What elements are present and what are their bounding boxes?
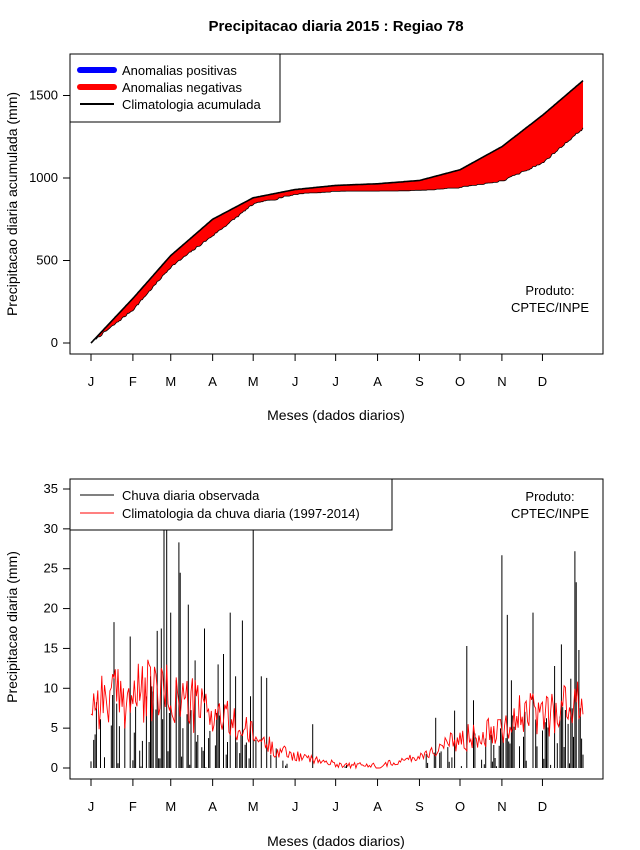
x-tick-label: A (373, 374, 382, 389)
accumulated-panel: 0 500 1000 1500 J F M A M J J A S O N D Meses (dados d… (4, 53, 604, 423)
x-tick-label: S (415, 799, 424, 814)
climatology-accumulated-line (90, 79, 584, 344)
daily-bars-layer (90, 489, 584, 768)
legend-label-observed: Chuva diaria observada (122, 488, 260, 503)
climatology-line-layer (90, 659, 584, 770)
x-tick-label: A (208, 374, 217, 389)
product-label: Produto: (525, 283, 574, 298)
x-tick-label: S (415, 374, 424, 389)
x-tick-label: A (373, 799, 382, 814)
x-tick-label: F (129, 374, 137, 389)
chart-title: Precipitacao diaria 2015 : Regiao 78 (208, 18, 463, 35)
x-tick-label: J (292, 799, 299, 814)
y-tick-label: 20 (44, 601, 58, 616)
x-tick-label: F (129, 799, 137, 814)
x-tick-label: O (455, 374, 465, 389)
y-tick-label: 15 (44, 640, 58, 655)
y-tick-label: 25 (44, 561, 58, 576)
y-tick-label: 1500 (29, 88, 58, 103)
x-tick-label: J (88, 374, 95, 389)
x-tick-label: J (332, 799, 339, 814)
product-source: CPTEC/INPE (511, 300, 589, 315)
legend-box (69, 478, 393, 531)
y-tick-label: 5 (51, 720, 58, 735)
y-tick-label: 0 (51, 335, 58, 350)
y-tick-label: 1000 (29, 170, 58, 185)
y-tick-label: 35 (44, 481, 58, 496)
x-tick-label: D (538, 799, 547, 814)
daily-panel: 0 5 10 15 20 25 30 35 J F M A M J J A S O N D Meses (dados… (4, 478, 604, 849)
y-axis-label: Precipitacao diaria (mm) (4, 551, 20, 703)
y-tick-label: 500 (36, 253, 58, 268)
x-tick-label: N (497, 799, 506, 814)
legend-label-climatology: Climatologia acumulada (122, 97, 262, 112)
x-tick-label: O (455, 799, 465, 814)
x-tick-label: N (497, 374, 506, 389)
legend-label-negative: Anomalias negativas (122, 80, 242, 95)
legend: Chuva diaria observada Climatologia da c… (69, 478, 393, 531)
y-tick-label: 10 (44, 680, 58, 695)
series-lines-layer (90, 79, 584, 344)
x-tick-label: M (165, 374, 176, 389)
legend-label-positive: Anomalias positivas (122, 63, 237, 78)
y-tick-label: 0 (51, 760, 58, 775)
x-tick-label: M (248, 799, 259, 814)
daily-climatology-line (90, 659, 584, 770)
y-tick-label: 30 (44, 521, 58, 536)
y-axis: 0 5 10 15 20 25 30 35 (44, 481, 71, 775)
product-label: Produto: (525, 489, 574, 504)
x-axis-label: Meses (dados diarios) (267, 407, 405, 423)
y-axis: 0 500 1000 1500 (29, 88, 71, 350)
x-tick-label: J (332, 374, 339, 389)
y-axis-label: Precipitacao diaria acumulada (mm) (4, 92, 20, 316)
x-tick-label: A (208, 799, 217, 814)
x-tick-label: J (292, 374, 299, 389)
legend-label-climatology: Climatologia da chuva diaria (1997-2014) (122, 506, 360, 521)
observed-accumulated-line (90, 127, 584, 344)
x-tick-label: J (88, 799, 95, 814)
x-tick-label: M (165, 799, 176, 814)
x-axis-label: Meses (dados diarios) (267, 833, 405, 849)
x-tick-label: D (538, 374, 547, 389)
product-source: CPTEC/INPE (511, 506, 589, 521)
x-tick-label: M (248, 374, 259, 389)
legend: Anomalias positivas Anomalias negativas … (69, 53, 281, 123)
